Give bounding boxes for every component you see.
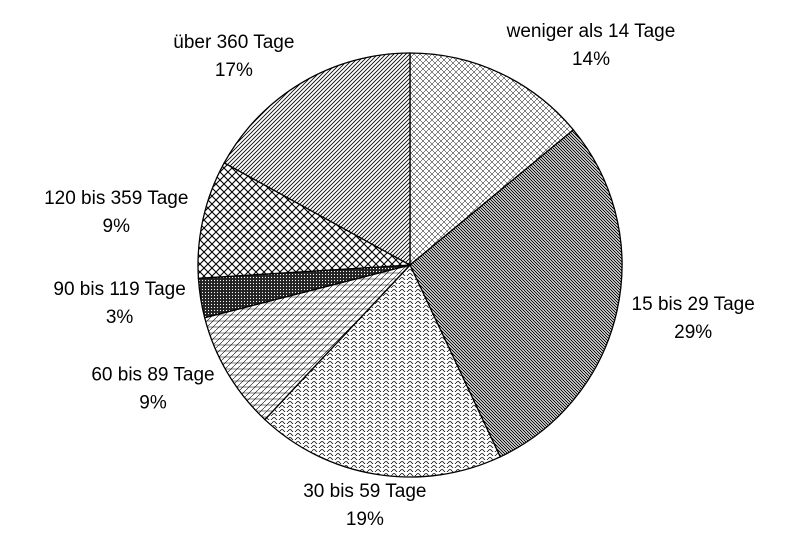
slice-value-label: 9% <box>139 393 167 414</box>
slice-label: 15 bis 29 Tage <box>632 294 755 315</box>
pie-slice <box>409 52 575 267</box>
pie-slice <box>223 52 411 267</box>
pie-slice <box>203 263 413 421</box>
slice-value-label: 17% <box>215 60 253 81</box>
pie-slice <box>409 128 623 458</box>
slice-label: 120 bis 359 Tage <box>44 188 188 209</box>
slice-label: 60 bis 89 Tage <box>91 365 214 386</box>
slice-value-label: 9% <box>103 216 131 237</box>
slice-label: 90 bis 119 Tage <box>53 279 185 300</box>
slice-value-label: 3% <box>106 307 134 328</box>
slice-label: 30 bis 59 Tage <box>303 481 426 502</box>
slice-label: über 360 Tage <box>173 32 294 53</box>
pie-slice <box>263 263 502 478</box>
slice-value-label: 19% <box>346 509 384 530</box>
slice-label: weniger als 14 Tage <box>506 21 676 42</box>
slice-value-label: 29% <box>674 322 712 343</box>
pie-slice <box>197 161 413 280</box>
slice-value-label: 14% <box>572 49 610 70</box>
